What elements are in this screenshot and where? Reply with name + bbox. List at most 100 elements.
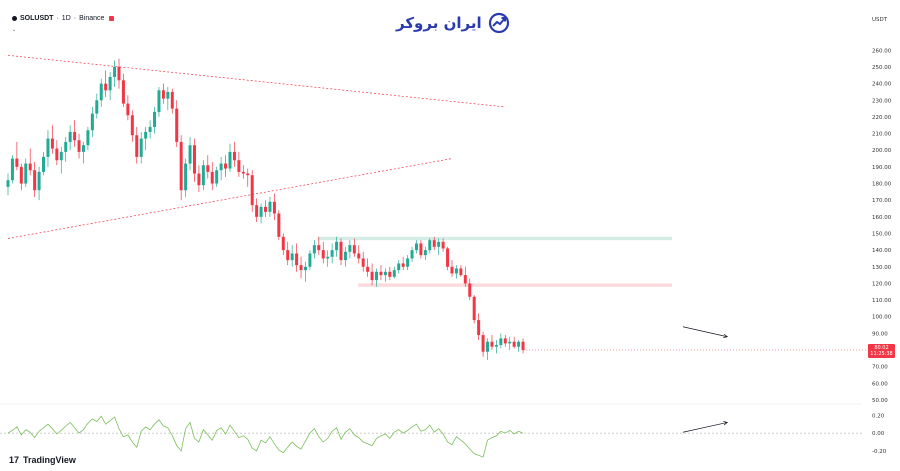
candle-body	[224, 163, 228, 169]
candle	[321, 241, 325, 264]
candle-body	[99, 83, 103, 101]
candle-body	[135, 135, 139, 157]
candle	[232, 141, 236, 167]
candle	[130, 110, 134, 142]
separator: ·	[73, 15, 77, 22]
candle	[121, 73, 125, 107]
candle	[454, 265, 458, 279]
candle	[139, 131, 143, 164]
symbol-header[interactable]: SOLUSDT · 1D · Binance	[12, 15, 115, 22]
candle	[135, 126, 139, 164]
candle	[397, 260, 401, 274]
candle-body	[295, 253, 299, 266]
price-tick-label: 140.00	[872, 248, 892, 254]
price-tick-label: 200.00	[872, 148, 892, 154]
price-tick-label: 260.00	[872, 48, 892, 54]
candle-body	[406, 258, 410, 267]
candle-body	[335, 241, 339, 251]
candle	[512, 336, 516, 349]
candle	[361, 251, 365, 272]
arrow-head-icon	[723, 421, 729, 426]
candle	[64, 136, 68, 162]
candle	[299, 256, 303, 279]
candle	[192, 138, 196, 182]
candle	[206, 155, 210, 179]
candle-body	[339, 241, 343, 261]
candle-body	[246, 173, 250, 176]
candle-body	[210, 171, 214, 184]
arrow-shaft	[682, 422, 728, 433]
candle-body	[215, 170, 219, 184]
interval-label: 1D	[61, 15, 71, 22]
candle	[246, 168, 250, 187]
candle-body	[90, 113, 94, 131]
candle	[153, 106, 157, 134]
candle	[303, 261, 307, 282]
collapse-caret-icon[interactable]: ⌄	[12, 27, 17, 33]
candle	[73, 120, 77, 147]
candle	[432, 236, 436, 251]
candle-body	[454, 268, 458, 274]
candle-body	[241, 171, 245, 174]
price-axis[interactable]: 260.00 250.00 240.00 230.00 220.00 210.00 200.…	[523, 48, 892, 404]
candle	[428, 238, 432, 254]
candle	[224, 155, 228, 177]
candle	[308, 250, 312, 271]
candle-body	[472, 296, 476, 321]
candle-body	[317, 245, 321, 251]
candle-body	[361, 258, 365, 267]
price-tick-label: 190.00	[872, 165, 892, 171]
candle-body	[286, 250, 290, 261]
candle	[210, 161, 214, 191]
candle-body	[228, 151, 232, 169]
candle-body	[37, 171, 41, 191]
candle-body	[33, 170, 37, 191]
candle-body	[303, 266, 307, 271]
tradingview-watermark[interactable]: 17 TradingView	[9, 455, 76, 465]
candle-body	[161, 90, 165, 99]
price-tick-label: 170.00	[872, 198, 892, 204]
candle-body	[459, 268, 463, 276]
candle-body	[28, 163, 32, 171]
candle-body	[517, 341, 521, 347]
candle	[42, 151, 46, 176]
price-tick-label: 100.00	[872, 315, 892, 321]
candle	[463, 266, 467, 287]
oscillator-axis[interactable]: 0.20 0.00 -0.20	[872, 413, 887, 455]
candle-body	[117, 66, 121, 81]
candle-body	[414, 243, 418, 251]
candle	[414, 240, 418, 254]
candle-body	[64, 141, 68, 152]
candle-body	[121, 80, 125, 104]
candle-body	[428, 240, 432, 251]
candle-body	[6, 180, 10, 187]
candle	[277, 210, 281, 241]
candle	[126, 95, 130, 121]
candle	[59, 146, 63, 174]
candle	[264, 200, 268, 217]
candle-body	[197, 173, 201, 186]
candle-body	[299, 265, 303, 271]
candle	[406, 255, 410, 271]
price-arrow	[682, 326, 729, 338]
candle	[108, 71, 112, 101]
candle	[219, 156, 223, 181]
candle-body	[175, 108, 179, 142]
candle-body	[508, 341, 512, 344]
candle	[19, 163, 23, 191]
candle-body	[50, 138, 54, 149]
candle	[117, 58, 121, 89]
candle	[366, 258, 370, 277]
candle-body	[42, 156, 46, 172]
candle	[161, 83, 165, 104]
candle-body	[188, 145, 192, 164]
candle-body	[481, 335, 485, 352]
candle-body	[46, 138, 50, 157]
symbol-name: SOLUSDT	[20, 15, 54, 22]
candle	[24, 158, 28, 187]
candle	[104, 70, 108, 97]
candle-body	[366, 266, 370, 272]
candle-body	[219, 163, 223, 171]
symbol-logo-icon	[12, 16, 17, 21]
